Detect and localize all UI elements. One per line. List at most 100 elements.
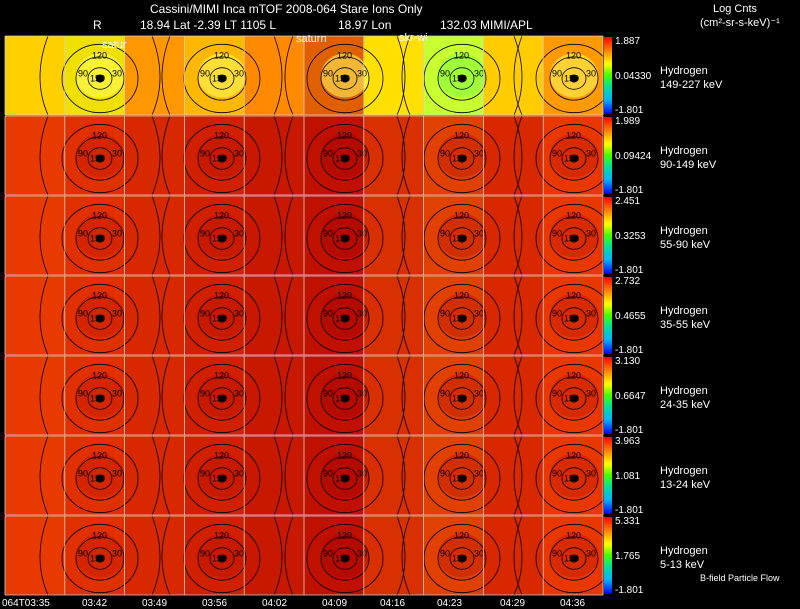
image-cell (363, 436, 425, 515)
contour-label: 90 (552, 229, 562, 239)
lon-label: 18.97 Lon (338, 18, 392, 32)
contour-label: 30 (112, 229, 122, 239)
image-cell (363, 276, 425, 355)
pitch-angle-contour (396, 115, 406, 196)
contour-label: 150 (335, 474, 350, 484)
contour-label: 120 (566, 531, 581, 541)
pitch-angle-contour (401, 115, 411, 196)
pitch-angle-contour (437, 456, 487, 501)
contour-label: 90 (552, 389, 562, 399)
pitch-angle-contour (320, 296, 370, 341)
contour-label: 120 (337, 531, 352, 541)
b-field-marker (570, 394, 578, 403)
contour-label: 30 (234, 149, 244, 159)
contour-label: 150 (452, 474, 467, 484)
contour-label: 30 (474, 309, 484, 319)
contour-label: 120 (214, 131, 229, 141)
pitch-angle-contour (75, 56, 125, 101)
pitch-angle-contour (161, 195, 171, 276)
energy-range-label: 5-13 keV (660, 559, 705, 571)
range-label: R (93, 18, 102, 32)
b-field-marker (458, 554, 466, 563)
image-cell (124, 196, 185, 275)
pitch-angle-contour (284, 515, 294, 596)
pitch-angle-contour (396, 195, 406, 276)
contour-label: 90 (200, 69, 210, 79)
colorbar (604, 277, 612, 354)
pitch-angle-contour (561, 547, 587, 570)
contour-label: 90 (323, 69, 333, 79)
image-cell (64, 516, 126, 595)
pitch-angle-contour (161, 275, 171, 356)
pitch-angle-contour (284, 355, 294, 436)
contour-label: 150 (90, 394, 105, 404)
b-field-marker (218, 554, 226, 563)
contour-label: 150 (90, 474, 105, 484)
colorbar-min-label: -1.801 (615, 505, 644, 516)
pitch-angle-contour (61, 283, 139, 354)
b-field-marker (458, 74, 466, 83)
contour-label: 120 (566, 291, 581, 301)
contour-label: 30 (357, 149, 367, 159)
image-cell (124, 516, 185, 595)
pitch-angle-contour (625, 355, 635, 436)
pitch-angle-contour (197, 296, 247, 341)
species-label: Hydrogen (660, 65, 708, 77)
pitch-angle-contour (513, 515, 523, 596)
units-subtitle: (cm²-sr-s-keV)⁻¹ (700, 17, 780, 29)
pitch-angle-contour (306, 523, 384, 594)
pitch-angle-contour (39, 355, 49, 436)
contour-label: 90 (552, 549, 562, 559)
contour-label: 90 (440, 309, 450, 319)
contour-label: 120 (454, 451, 469, 461)
energy-range-label: 55-90 keV (660, 239, 711, 251)
lon-value: 132.03 MIMI/APL (440, 18, 533, 32)
colorbar-mid-label: 1.081 (615, 471, 641, 482)
contour-label: 30 (586, 229, 596, 239)
colorbar-mid-label: 0.3253 (615, 231, 646, 242)
b-field-marker (458, 234, 466, 243)
time-tick-label: 03:56 (202, 598, 228, 609)
contour-label: 30 (474, 149, 484, 159)
colorbar (604, 517, 612, 594)
pitch-angle-contour (332, 547, 358, 570)
pitch-angle-contour (396, 355, 406, 436)
contour-label: 90 (440, 69, 450, 79)
pitch-angle-contour (87, 307, 113, 330)
pitch-angle-contour (549, 136, 599, 181)
contour-label: 120 (337, 371, 352, 381)
pitch-angle-contour (396, 35, 406, 116)
pitch-angle-contour (401, 355, 411, 436)
b-field-marker (570, 154, 578, 163)
contour-label: 90 (552, 309, 562, 319)
image-cell (244, 356, 305, 435)
pitch-angle-contour (39, 115, 49, 196)
pitch-angle-contour (61, 203, 139, 274)
contour-label: 120 (92, 131, 107, 141)
energy-range-label: 35-55 keV (660, 319, 711, 331)
contour-label: 30 (357, 69, 367, 79)
b-field-marker (570, 314, 578, 323)
pitch-angle-contour (401, 515, 411, 596)
pitch-angle-contour (161, 35, 171, 116)
contour-label: 150 (90, 74, 105, 84)
image-cell (244, 116, 305, 195)
pitch-angle-contour (273, 515, 283, 596)
contour-label: 120 (566, 131, 581, 141)
pitch-angle-contour (284, 35, 294, 116)
b-field-marker (341, 74, 349, 83)
image-cell (64, 436, 126, 515)
contour-label: 30 (586, 149, 596, 159)
image-cell (64, 116, 126, 195)
contour-label: 30 (357, 309, 367, 319)
pitch-angle-contour (513, 355, 523, 436)
contour-label: 150 (564, 314, 579, 324)
b-field-marker (96, 474, 104, 483)
b-field-marker (218, 394, 226, 403)
energy-range-label: 149-227 keV (660, 79, 723, 91)
pitch-angle-contour (513, 515, 523, 596)
pitch-angle-contour (449, 147, 475, 170)
